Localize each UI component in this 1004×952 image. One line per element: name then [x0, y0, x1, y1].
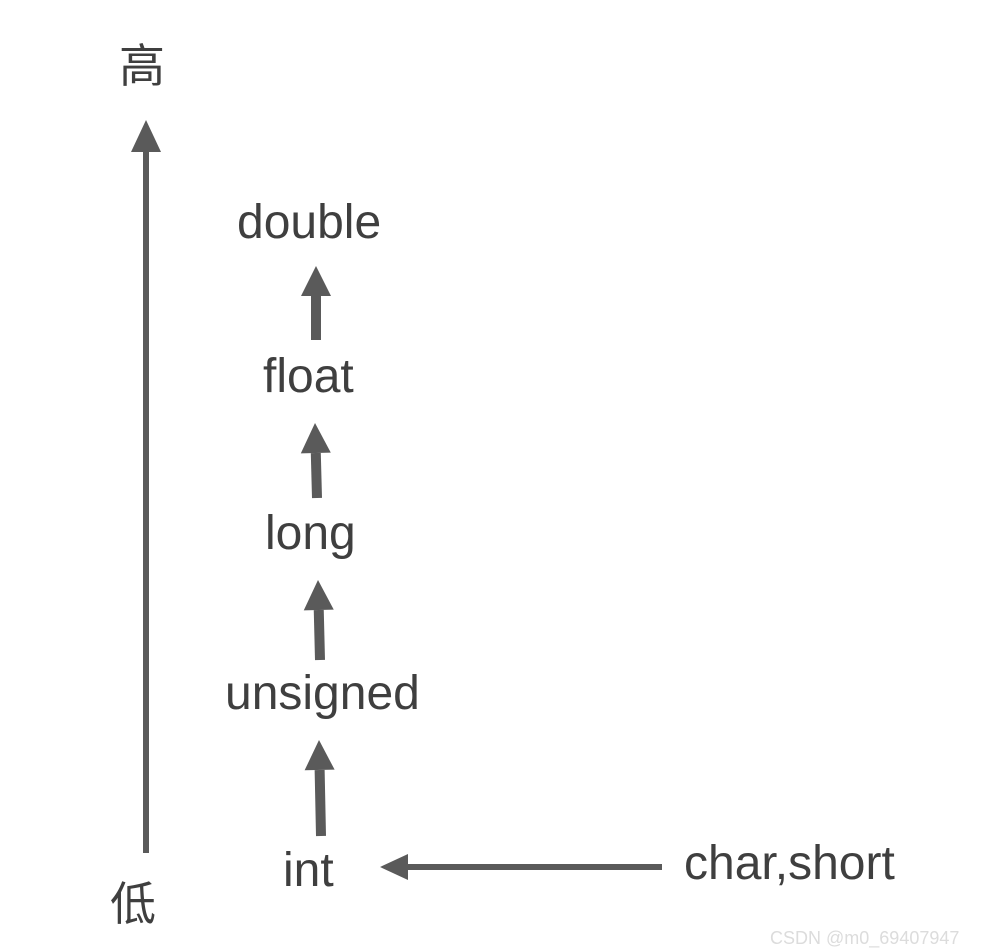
- label-double: double: [237, 195, 381, 250]
- arrows-layer: [0, 0, 1004, 952]
- label-unsigned: unsigned: [225, 666, 420, 721]
- watermark: CSDN @m0_69407947: [770, 928, 959, 949]
- label-high: 高: [119, 30, 165, 96]
- label-low: 低: [110, 868, 156, 934]
- label-charshort: char,short: [684, 836, 895, 891]
- label-int: int: [283, 843, 334, 898]
- label-long: long: [265, 506, 356, 561]
- label-float: float: [263, 349, 354, 404]
